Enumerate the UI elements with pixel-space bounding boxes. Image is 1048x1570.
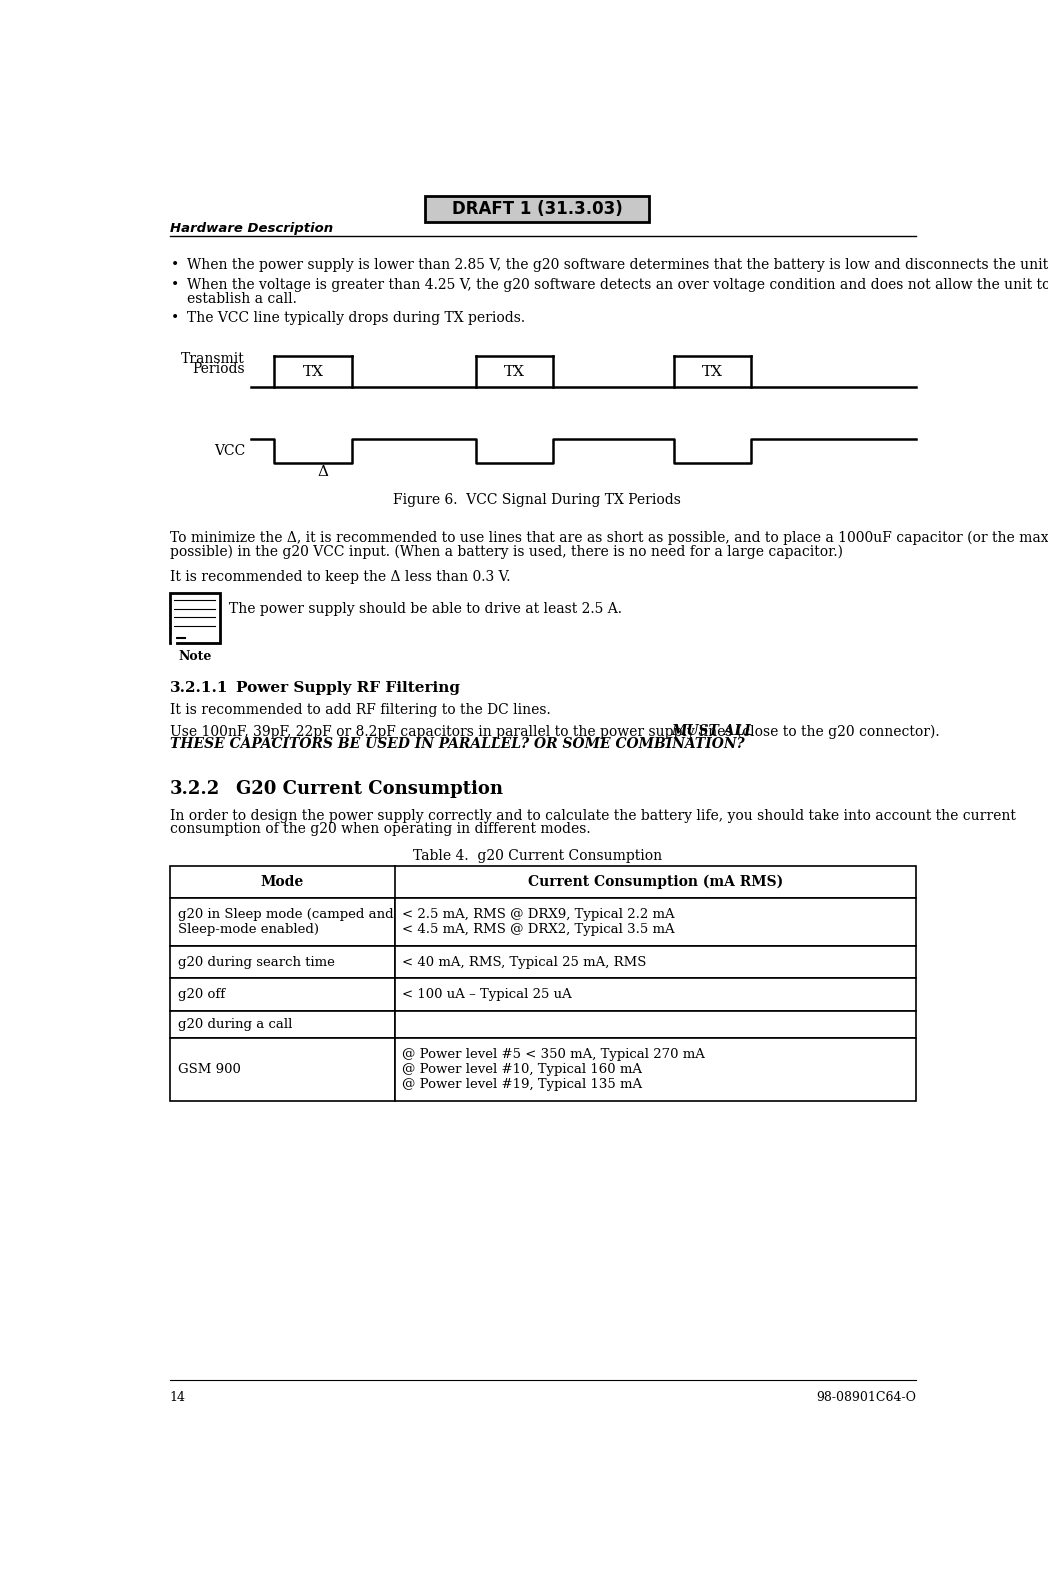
Text: The VCC line typically drops during TX periods.: The VCC line typically drops during TX p… <box>187 311 525 325</box>
Text: To minimize the Δ, it is recommended to use lines that are as short as possible,: To minimize the Δ, it is recommended to … <box>170 531 1048 545</box>
Text: possible) in the g20 VCC input. (When a battery is used, there is no need for a : possible) in the g20 VCC input. (When a … <box>170 545 843 559</box>
Text: Δ: Δ <box>316 465 328 479</box>
Text: When the power supply is lower than 2.85 V, the g20 software determines that the: When the power supply is lower than 2.85… <box>187 257 1048 272</box>
Text: g20 during a call: g20 during a call <box>177 1017 292 1031</box>
Text: @ Power level #5 < 350 mA, Typical 270 mA
@ Power level #10, Typical 160 mA
@ Po: @ Power level #5 < 350 mA, Typical 270 m… <box>402 1047 705 1091</box>
Text: Transmit: Transmit <box>181 352 245 366</box>
Text: The power supply should be able to drive at least 2.5 A.: The power supply should be able to drive… <box>230 601 623 615</box>
Bar <box>170 898 394 947</box>
Text: Hardware Description: Hardware Description <box>170 221 333 234</box>
Text: Use 100nF, 39pF, 22pF or 8.2pF capacitors in parallel to the power supply lines : Use 100nF, 39pF, 22pF or 8.2pF capacitor… <box>170 724 944 739</box>
Text: TX: TX <box>702 364 723 378</box>
Text: < 100 uA – Typical 25 uA: < 100 uA – Typical 25 uA <box>402 988 572 1002</box>
Bar <box>170 592 220 642</box>
Text: g20 during search time: g20 during search time <box>177 956 334 969</box>
Text: •: • <box>171 311 179 325</box>
Bar <box>170 978 394 1011</box>
Text: When the voltage is greater than 4.25 V, the g20 software detects an over voltag: When the voltage is greater than 4.25 V,… <box>187 278 1048 292</box>
Text: •: • <box>171 278 179 292</box>
Bar <box>394 898 916 947</box>
Text: •: • <box>171 257 179 272</box>
Text: In order to design the power supply correctly and to calculate the battery life,: In order to design the power supply corr… <box>170 809 1016 823</box>
Text: Mode: Mode <box>261 874 304 889</box>
Bar <box>394 978 916 1011</box>
Bar <box>170 1038 394 1101</box>
Text: Periods: Periods <box>192 363 245 377</box>
Text: Note: Note <box>178 650 212 664</box>
Bar <box>394 1011 916 1038</box>
Text: consumption of the g20 when operating in different modes.: consumption of the g20 when operating in… <box>170 823 590 837</box>
Text: THESE CAPACITORS BE USED IN PARALLEL? OR SOME COMBINATION?: THESE CAPACITORS BE USED IN PARALLEL? OR… <box>170 738 744 752</box>
Bar <box>394 947 916 978</box>
Text: TX: TX <box>303 364 324 378</box>
Bar <box>170 867 916 898</box>
Text: 3.2.1.1: 3.2.1.1 <box>170 681 228 696</box>
Text: VCC: VCC <box>214 444 245 458</box>
Text: MUST ALL: MUST ALL <box>671 724 754 738</box>
Text: 3.2.2: 3.2.2 <box>170 780 220 798</box>
Text: Power Supply RF Filtering: Power Supply RF Filtering <box>236 681 460 696</box>
Text: GSM 900: GSM 900 <box>177 1063 240 1075</box>
Text: < 2.5 mA, RMS @ DRX9, Typical 2.2 mA
< 4.5 mA, RMS @ DRX2, Typical 3.5 mA: < 2.5 mA, RMS @ DRX9, Typical 2.2 mA < 4… <box>402 907 675 936</box>
Text: Current Consumption (mA RMS): Current Consumption (mA RMS) <box>527 874 783 889</box>
Bar <box>424 196 650 223</box>
Text: Figure 6.  VCC Signal During TX Periods: Figure 6. VCC Signal During TX Periods <box>393 493 681 507</box>
Text: Table 4.  g20 Current Consumption: Table 4. g20 Current Consumption <box>413 849 661 864</box>
Text: g20 in Sleep mode (camped and
Sleep-mode enabled): g20 in Sleep mode (camped and Sleep-mode… <box>177 907 393 936</box>
Text: It is recommended to add RF filtering to the DC lines.: It is recommended to add RF filtering to… <box>170 703 550 717</box>
Text: 98-08901C64-O: 98-08901C64-O <box>816 1391 916 1404</box>
Bar <box>170 1011 394 1038</box>
Text: g20 off: g20 off <box>177 988 224 1002</box>
Text: 14: 14 <box>170 1391 185 1404</box>
Text: It is recommended to keep the Δ less than 0.3 V.: It is recommended to keep the Δ less tha… <box>170 570 510 584</box>
Bar <box>170 947 394 978</box>
Text: G20 Current Consumption: G20 Current Consumption <box>236 780 503 798</box>
Bar <box>394 1038 916 1101</box>
Text: DRAFT 1 (31.3.03): DRAFT 1 (31.3.03) <box>452 201 623 218</box>
Text: TX: TX <box>504 364 525 378</box>
Text: establish a call.: establish a call. <box>187 292 297 306</box>
Text: < 40 mA, RMS, Typical 25 mA, RMS: < 40 mA, RMS, Typical 25 mA, RMS <box>402 956 647 969</box>
